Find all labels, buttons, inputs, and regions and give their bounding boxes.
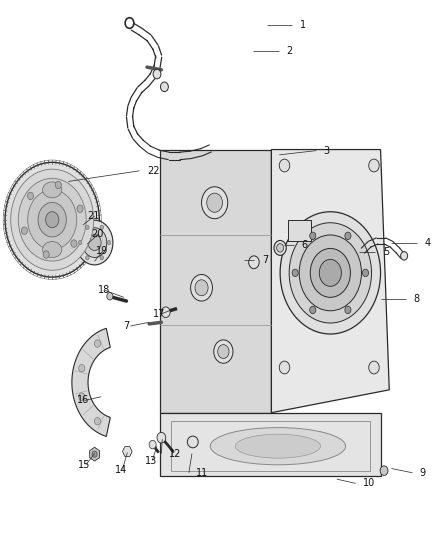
- Polygon shape: [123, 447, 132, 457]
- Text: 15: 15: [78, 460, 91, 470]
- Circle shape: [79, 365, 85, 372]
- Circle shape: [95, 340, 101, 348]
- Circle shape: [92, 451, 97, 457]
- Polygon shape: [272, 150, 389, 413]
- Text: 2: 2: [287, 46, 293, 56]
- Text: 22: 22: [147, 166, 159, 176]
- Circle shape: [157, 432, 166, 443]
- Circle shape: [149, 440, 156, 449]
- Circle shape: [345, 232, 351, 239]
- Text: 17: 17: [152, 309, 165, 319]
- Text: 7: 7: [123, 321, 129, 331]
- Text: 20: 20: [92, 229, 104, 239]
- Text: 19: 19: [96, 246, 108, 255]
- Circle shape: [21, 227, 28, 235]
- Circle shape: [289, 223, 371, 323]
- Text: 9: 9: [420, 468, 426, 478]
- Circle shape: [218, 345, 229, 359]
- Circle shape: [362, 269, 368, 277]
- Circle shape: [11, 169, 94, 270]
- Circle shape: [107, 240, 111, 245]
- Circle shape: [207, 193, 223, 212]
- Circle shape: [100, 256, 103, 260]
- Text: 8: 8: [413, 294, 420, 304]
- Circle shape: [299, 235, 361, 311]
- Circle shape: [55, 181, 61, 189]
- Circle shape: [5, 163, 99, 277]
- Circle shape: [310, 248, 350, 297]
- Text: 7: 7: [262, 255, 268, 265]
- Circle shape: [160, 82, 168, 92]
- Circle shape: [71, 240, 77, 247]
- Circle shape: [310, 306, 316, 313]
- Circle shape: [107, 293, 113, 300]
- Circle shape: [345, 306, 351, 313]
- Ellipse shape: [235, 434, 321, 458]
- Text: 10: 10: [363, 479, 375, 488]
- Circle shape: [124, 447, 131, 456]
- Polygon shape: [160, 150, 272, 413]
- Circle shape: [78, 240, 82, 245]
- Circle shape: [161, 307, 170, 318]
- Ellipse shape: [42, 241, 62, 257]
- Ellipse shape: [42, 182, 62, 198]
- Circle shape: [153, 69, 161, 79]
- Circle shape: [319, 260, 341, 286]
- Polygon shape: [72, 328, 110, 437]
- Circle shape: [369, 361, 379, 374]
- Circle shape: [82, 228, 107, 257]
- Circle shape: [76, 220, 113, 265]
- Circle shape: [28, 192, 34, 200]
- Ellipse shape: [210, 427, 346, 465]
- Text: 21: 21: [87, 211, 99, 221]
- Text: 1: 1: [300, 20, 306, 30]
- Circle shape: [43, 251, 49, 259]
- Circle shape: [369, 159, 379, 172]
- Circle shape: [77, 205, 83, 213]
- Text: 12: 12: [169, 449, 181, 458]
- Polygon shape: [90, 447, 99, 461]
- Text: 6: 6: [301, 240, 307, 250]
- Circle shape: [191, 274, 212, 301]
- Text: 13: 13: [145, 456, 157, 465]
- Text: 14: 14: [115, 465, 127, 474]
- Circle shape: [401, 252, 408, 260]
- Text: 11: 11: [196, 468, 208, 478]
- Circle shape: [279, 361, 290, 374]
- Circle shape: [79, 393, 85, 400]
- Circle shape: [249, 256, 259, 269]
- Text: 3: 3: [324, 146, 330, 156]
- Circle shape: [100, 225, 103, 230]
- Circle shape: [38, 203, 67, 237]
- Bar: [288, 220, 311, 241]
- Circle shape: [195, 280, 208, 296]
- Circle shape: [46, 212, 59, 228]
- Circle shape: [28, 190, 77, 249]
- Circle shape: [310, 232, 316, 239]
- Circle shape: [214, 340, 233, 364]
- Text: 18: 18: [98, 286, 110, 295]
- Circle shape: [280, 212, 381, 334]
- Ellipse shape: [187, 436, 198, 448]
- Text: 4: 4: [424, 238, 430, 247]
- Circle shape: [85, 256, 89, 260]
- Polygon shape: [160, 413, 381, 477]
- Circle shape: [274, 240, 286, 255]
- Circle shape: [380, 466, 388, 475]
- Circle shape: [277, 244, 284, 252]
- Text: 16: 16: [77, 395, 89, 406]
- Circle shape: [201, 187, 228, 219]
- Text: 5: 5: [383, 247, 389, 257]
- Circle shape: [292, 269, 298, 277]
- Circle shape: [85, 225, 89, 230]
- Circle shape: [88, 235, 101, 251]
- Circle shape: [279, 159, 290, 172]
- Bar: [171, 421, 370, 471]
- Circle shape: [18, 179, 86, 261]
- Circle shape: [95, 417, 101, 425]
